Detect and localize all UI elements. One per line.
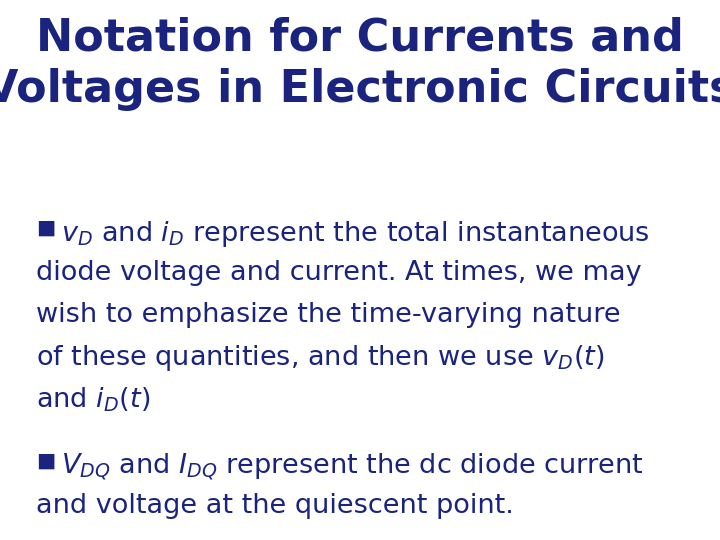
Text: $\it{v}$$_D$ and $\it{i}$$_D$ represent the total instantaneous: $\it{v}$$_D$ and $\it{i}$$_D$ represent … <box>61 219 650 249</box>
Text: $\it{V}$$_{DQ}$ and $\it{I}$$_{DQ}$ represent the dc diode current: $\it{V}$$_{DQ}$ and $\it{I}$$_{DQ}$ repr… <box>61 451 644 483</box>
Text: and $\it{i}$$_D$($\it{t}$): and $\it{i}$$_D$($\it{t}$) <box>36 385 150 414</box>
Text: ■: ■ <box>36 451 55 470</box>
Text: of these quantities, and then we use $\it{v}$$_D$($\it{t}$): of these quantities, and then we use $\i… <box>36 343 605 374</box>
Text: and voltage at the quiescent point.: and voltage at the quiescent point. <box>36 493 514 519</box>
Text: wish to emphasize the time-varying nature: wish to emphasize the time-varying natur… <box>36 302 621 328</box>
Text: Notation for Currents and
Voltages in Electronic Circuits: Notation for Currents and Voltages in El… <box>0 16 720 111</box>
Text: diode voltage and current. At times, we may: diode voltage and current. At times, we … <box>36 260 642 286</box>
Text: ■: ■ <box>36 219 55 238</box>
